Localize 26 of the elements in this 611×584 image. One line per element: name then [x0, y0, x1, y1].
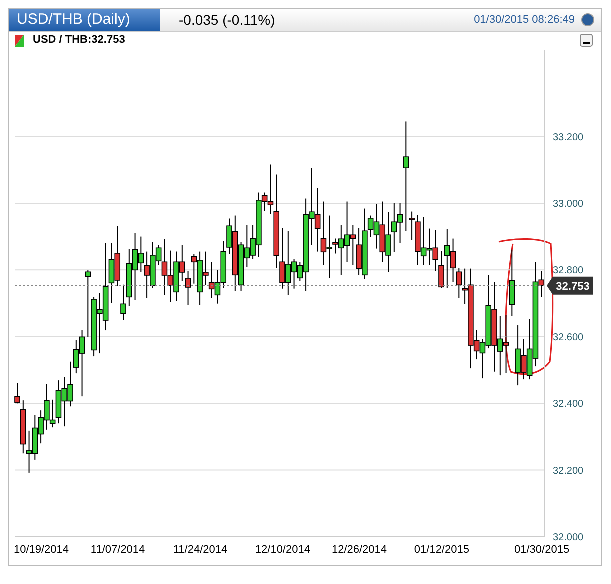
- x-tick-label: 11/07/2014: [90, 544, 146, 556]
- candlestick: [456, 268, 462, 299]
- candlestick: [403, 121, 410, 232]
- chart-title: USD/THB (Daily): [9, 9, 160, 31]
- text: -0.035 (-0.11%): [179, 11, 276, 30]
- y-tick-label: 32.000: [553, 532, 584, 544]
- chart-subtitle: USD / THB:32.753: [33, 34, 126, 46]
- x-tick-label: 11/24/2014: [173, 544, 228, 556]
- x-tick-label: 12/10/2014: [255, 544, 310, 556]
- candlestick: [438, 250, 444, 289]
- y-tick-label: 32.600: [553, 332, 584, 344]
- y-tick-label: 32.400: [553, 399, 584, 410]
- y-tick-label: 33.000: [553, 198, 584, 210]
- ref-line-label: 32.753: [556, 280, 590, 293]
- y-tick-label: 33.200: [553, 132, 584, 144]
- y-tick-label: 32.800: [553, 266, 584, 277]
- x-tick-label: 01/30/2015: [514, 544, 570, 556]
- candlestick: [120, 284, 126, 321]
- candlestick: [185, 270, 192, 306]
- x-tick-label: 01/12/2015: [414, 544, 470, 556]
- text: 01/30/2015 08:26:49: [474, 13, 575, 28]
- candlestick: [14, 383, 20, 404]
- x-tick-label: 10/19/2014: [14, 544, 70, 556]
- x-tick-label: 12/26/2014: [332, 544, 388, 556]
- y-tick-label: 32.200: [553, 466, 584, 477]
- candlestick: [409, 211, 415, 241]
